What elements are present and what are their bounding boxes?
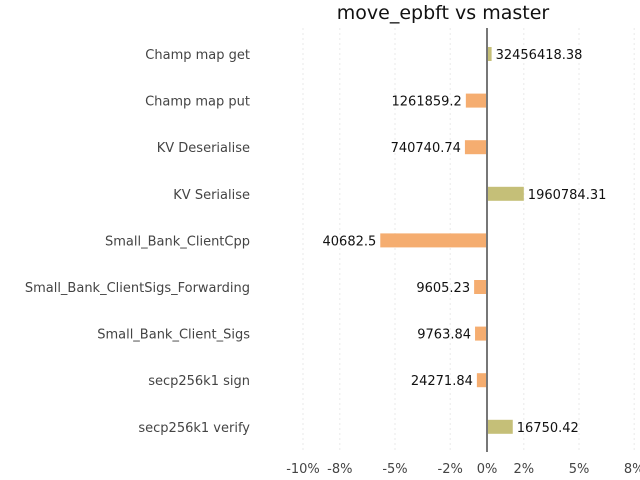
data-label: 9763.84 bbox=[417, 328, 471, 343]
data-label: 32456418.38 bbox=[496, 48, 583, 63]
bar bbox=[464, 140, 487, 155]
x-tick-label: -2% bbox=[438, 462, 463, 477]
category-label: Champ map get bbox=[145, 48, 250, 63]
x-tick-label: 0% bbox=[477, 462, 498, 477]
data-label: 1960784.31 bbox=[528, 188, 607, 203]
bar bbox=[474, 280, 487, 294]
data-label: 1261859.2 bbox=[392, 95, 462, 110]
x-tick-label: 5% bbox=[569, 462, 590, 477]
x-tick-label: 8% bbox=[624, 462, 640, 477]
bar bbox=[487, 186, 524, 201]
x-axis-tick-labels: -10% -8% -5% -2% 0% 2% 5% 8% bbox=[286, 462, 640, 477]
data-labels: 32456418.38 1261859.2 740740.74 1960784.31 4… bbox=[323, 48, 607, 436]
category-label: KV Serialise bbox=[173, 188, 250, 203]
category-labels: Champ map get Champ map put KV Deserialise… bbox=[25, 48, 250, 436]
category-label: secp256k1 sign bbox=[148, 374, 250, 389]
bars bbox=[380, 47, 524, 434]
data-label: 9605.23 bbox=[416, 281, 470, 296]
data-label: 24271.84 bbox=[411, 374, 473, 389]
chart-title: move_epbft vs master bbox=[337, 2, 550, 24]
category-label: Small_Bank_ClientCpp bbox=[105, 234, 250, 249]
x-tick-label: 2% bbox=[513, 462, 534, 477]
category-label: KV Deserialise bbox=[157, 141, 250, 156]
bar bbox=[465, 93, 487, 108]
bar bbox=[487, 47, 492, 61]
category-label: secp256k1 verify bbox=[138, 421, 250, 436]
bar bbox=[380, 233, 487, 248]
data-label: 40682.5 bbox=[323, 234, 377, 249]
category-label: Small_Bank_ClientSigs_Forwarding bbox=[25, 281, 250, 296]
x-tick-label: -8% bbox=[327, 462, 352, 477]
data-label: 16750.42 bbox=[517, 421, 579, 436]
data-label: 740740.74 bbox=[391, 141, 461, 156]
category-label: Small_Bank_Client_Sigs bbox=[97, 328, 250, 343]
x-tick-label: -5% bbox=[382, 462, 407, 477]
bar bbox=[476, 373, 487, 388]
bar bbox=[487, 419, 513, 434]
category-label: Champ map put bbox=[145, 95, 250, 110]
bar bbox=[475, 326, 487, 341]
x-tick-label: -10% bbox=[286, 462, 320, 477]
